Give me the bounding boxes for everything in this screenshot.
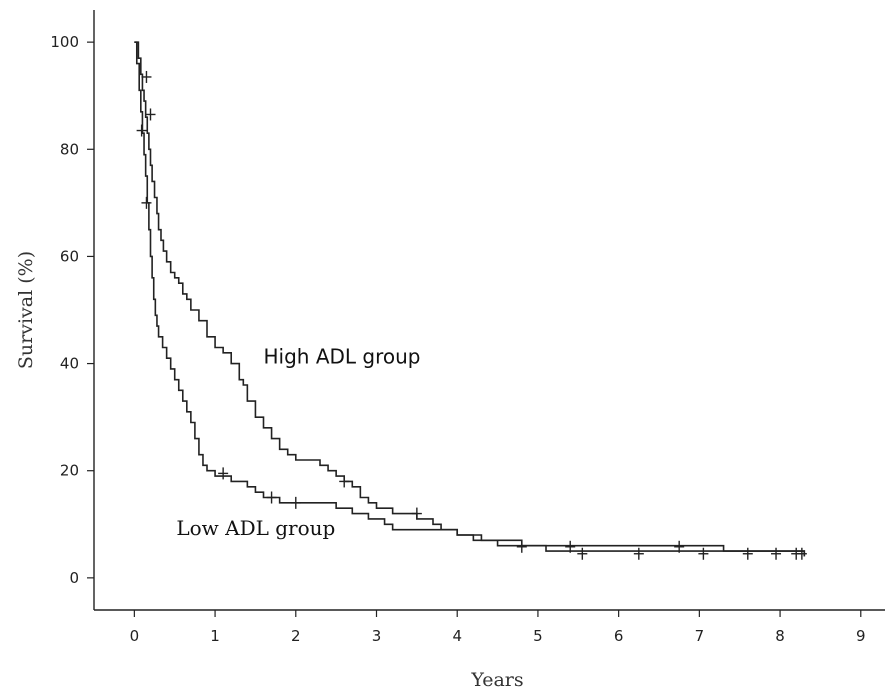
y-tick-label-0: 0	[69, 569, 79, 587]
x-tick-label-5: 5	[533, 627, 543, 645]
censor-mark-high-5	[565, 540, 576, 553]
censor-mark-high-4	[516, 540, 527, 553]
censor-mark-high-3	[411, 507, 422, 520]
annotation-low-adl: Low ADL group	[176, 516, 335, 540]
censor-mark-low-9	[771, 547, 782, 560]
x-axis-title: Years	[470, 669, 523, 689]
censor-marks	[136, 70, 807, 560]
ticks: 0 1 2 3 4 5 6 7 8 9 0 20 40 60 80 100	[50, 33, 865, 645]
censor-mark-low-6	[633, 547, 644, 560]
y-tick-label-80: 80	[60, 140, 79, 158]
y-axis-title: Survival (%)	[15, 251, 37, 369]
y-tick-label-100: 100	[50, 33, 79, 51]
x-tick-label-8: 8	[775, 627, 785, 645]
censor-mark-high-1	[145, 108, 156, 121]
annotation-high-adl: High ADL group	[264, 345, 421, 369]
curves	[134, 41, 806, 557]
x-tick-label-9: 9	[856, 627, 866, 645]
x-tick-label-7: 7	[695, 627, 705, 645]
x-tick-label-3: 3	[372, 627, 382, 645]
censor-mark-low-11	[796, 547, 807, 560]
y-tick-label-60: 60	[60, 247, 79, 265]
survival-curve-high	[134, 41, 806, 557]
y-tick-label-20: 20	[60, 462, 79, 480]
x-tick-label-0: 0	[130, 627, 140, 645]
censor-mark-low-8	[742, 547, 753, 560]
x-tick-label-6: 6	[614, 627, 624, 645]
censor-mark-low-7	[698, 547, 709, 560]
axes	[93, 10, 885, 611]
x-tick-label-4: 4	[452, 627, 462, 645]
censor-mark-low-0	[136, 124, 147, 137]
x-tick-label-1: 1	[210, 627, 220, 645]
censor-mark-high-2	[339, 475, 350, 488]
censor-mark-low-1	[141, 196, 152, 209]
censor-mark-high-6	[674, 540, 685, 553]
survival-curve-low	[134, 41, 806, 557]
censor-mark-low-2	[218, 467, 229, 480]
censor-mark-low-4	[290, 496, 301, 509]
y-tick-label-40: 40	[60, 355, 79, 373]
censor-mark-low-5	[577, 547, 588, 560]
x-tick-label-2: 2	[291, 627, 301, 645]
censor-mark-high-0	[141, 70, 152, 83]
censor-mark-low-3	[266, 491, 277, 504]
